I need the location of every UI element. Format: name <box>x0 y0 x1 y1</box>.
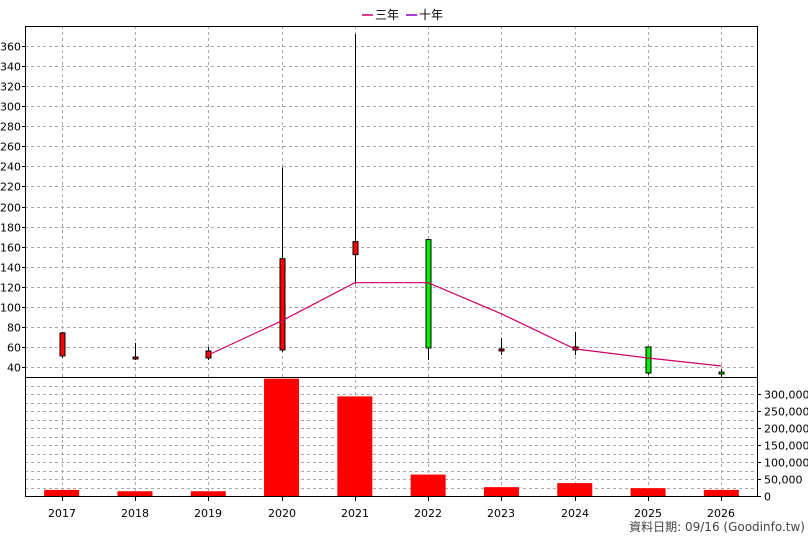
volume-bar <box>264 378 300 496</box>
source-credit: 資料日期: 09/16 (Goodinfo.tw) <box>629 520 805 534</box>
x-tick-label: 2024 <box>561 507 589 520</box>
candle-body <box>498 348 505 352</box>
x-tick-label: 2019 <box>194 507 222 520</box>
price-grid <box>25 26 758 497</box>
volume-grid <box>25 386 758 489</box>
x-tick-label: 2017 <box>48 507 76 520</box>
candle-body <box>352 241 359 256</box>
volume-tick-label: 50,000 <box>764 474 803 487</box>
candles <box>59 33 725 378</box>
candle-body <box>425 239 432 349</box>
ma-line-3y <box>208 282 722 367</box>
price-tick-label: 60 <box>7 342 21 355</box>
volume-bar <box>117 491 153 496</box>
price-tick-label: 140 <box>0 262 21 275</box>
price-tick-label: 40 <box>7 362 21 375</box>
price-tick-label: 240 <box>0 161 21 174</box>
candle-body <box>718 371 725 375</box>
volume-bar <box>630 488 666 496</box>
price-tick-label: 280 <box>0 121 21 134</box>
volume-bar <box>44 489 80 496</box>
candle-body <box>132 356 139 360</box>
x-tick-label: 2025 <box>634 507 662 520</box>
x-tick-label: 2023 <box>487 507 515 520</box>
volume-tick-label: 150,000 <box>764 440 808 453</box>
candle-body <box>645 346 652 374</box>
volume-tick-label: 100,000 <box>764 457 808 470</box>
legend-label-3y: 三年 <box>375 8 399 22</box>
legend-label-10y: 十年 <box>419 8 443 22</box>
volume-axis: 0 50,000 100,000 150,000 200,000 250,000 300,0… <box>758 389 808 504</box>
plot-frame <box>25 26 758 497</box>
price-tick-label: 300 <box>0 101 21 114</box>
volume-tick-label: 0 <box>764 491 771 504</box>
price-tick-label: 200 <box>0 202 21 215</box>
price-tick-label: 120 <box>0 282 21 295</box>
price-axis: 40 60 80 100 120 140 160 180 200 220 240 260 280 300 3… <box>0 41 25 375</box>
volume-tick-label: 250,000 <box>764 406 808 419</box>
volume-bar <box>703 489 739 496</box>
volume-bar <box>410 474 446 496</box>
x-tick-label: 2021 <box>341 507 369 520</box>
ma-line <box>208 282 722 367</box>
candle-body <box>59 332 66 357</box>
price-tick-label: 80 <box>7 322 21 335</box>
volume-bar <box>337 396 373 496</box>
price-tick-label: 320 <box>0 81 21 94</box>
volume-bars <box>44 378 739 496</box>
volume-tick-label: 200,000 <box>764 423 808 436</box>
x-tick-label: 2018 <box>121 507 149 520</box>
x-tick-label: 2026 <box>707 507 735 520</box>
volume-tick-label: 300,000 <box>764 389 808 402</box>
price-tick-label: 220 <box>0 181 21 194</box>
price-tick-label: 160 <box>0 242 21 255</box>
volume-bar <box>557 483 593 496</box>
x-tick-label: 2022 <box>414 507 442 520</box>
candle-body <box>279 258 286 351</box>
price-tick-label: 180 <box>0 222 21 235</box>
price-tick-label: 360 <box>0 41 21 54</box>
price-tick-label: 100 <box>0 302 21 315</box>
x-tick-label: 2020 <box>268 507 296 520</box>
price-tick-label: 340 <box>0 61 21 74</box>
price-tick-label: 260 <box>0 141 21 154</box>
volume-bar <box>483 487 519 496</box>
x-axis: 2017 2018 2019 2020 2021 2022 2023 2024 2025 2026 <box>48 497 735 520</box>
volume-bar <box>190 491 226 496</box>
legend: 三年 十年 <box>362 8 443 22</box>
